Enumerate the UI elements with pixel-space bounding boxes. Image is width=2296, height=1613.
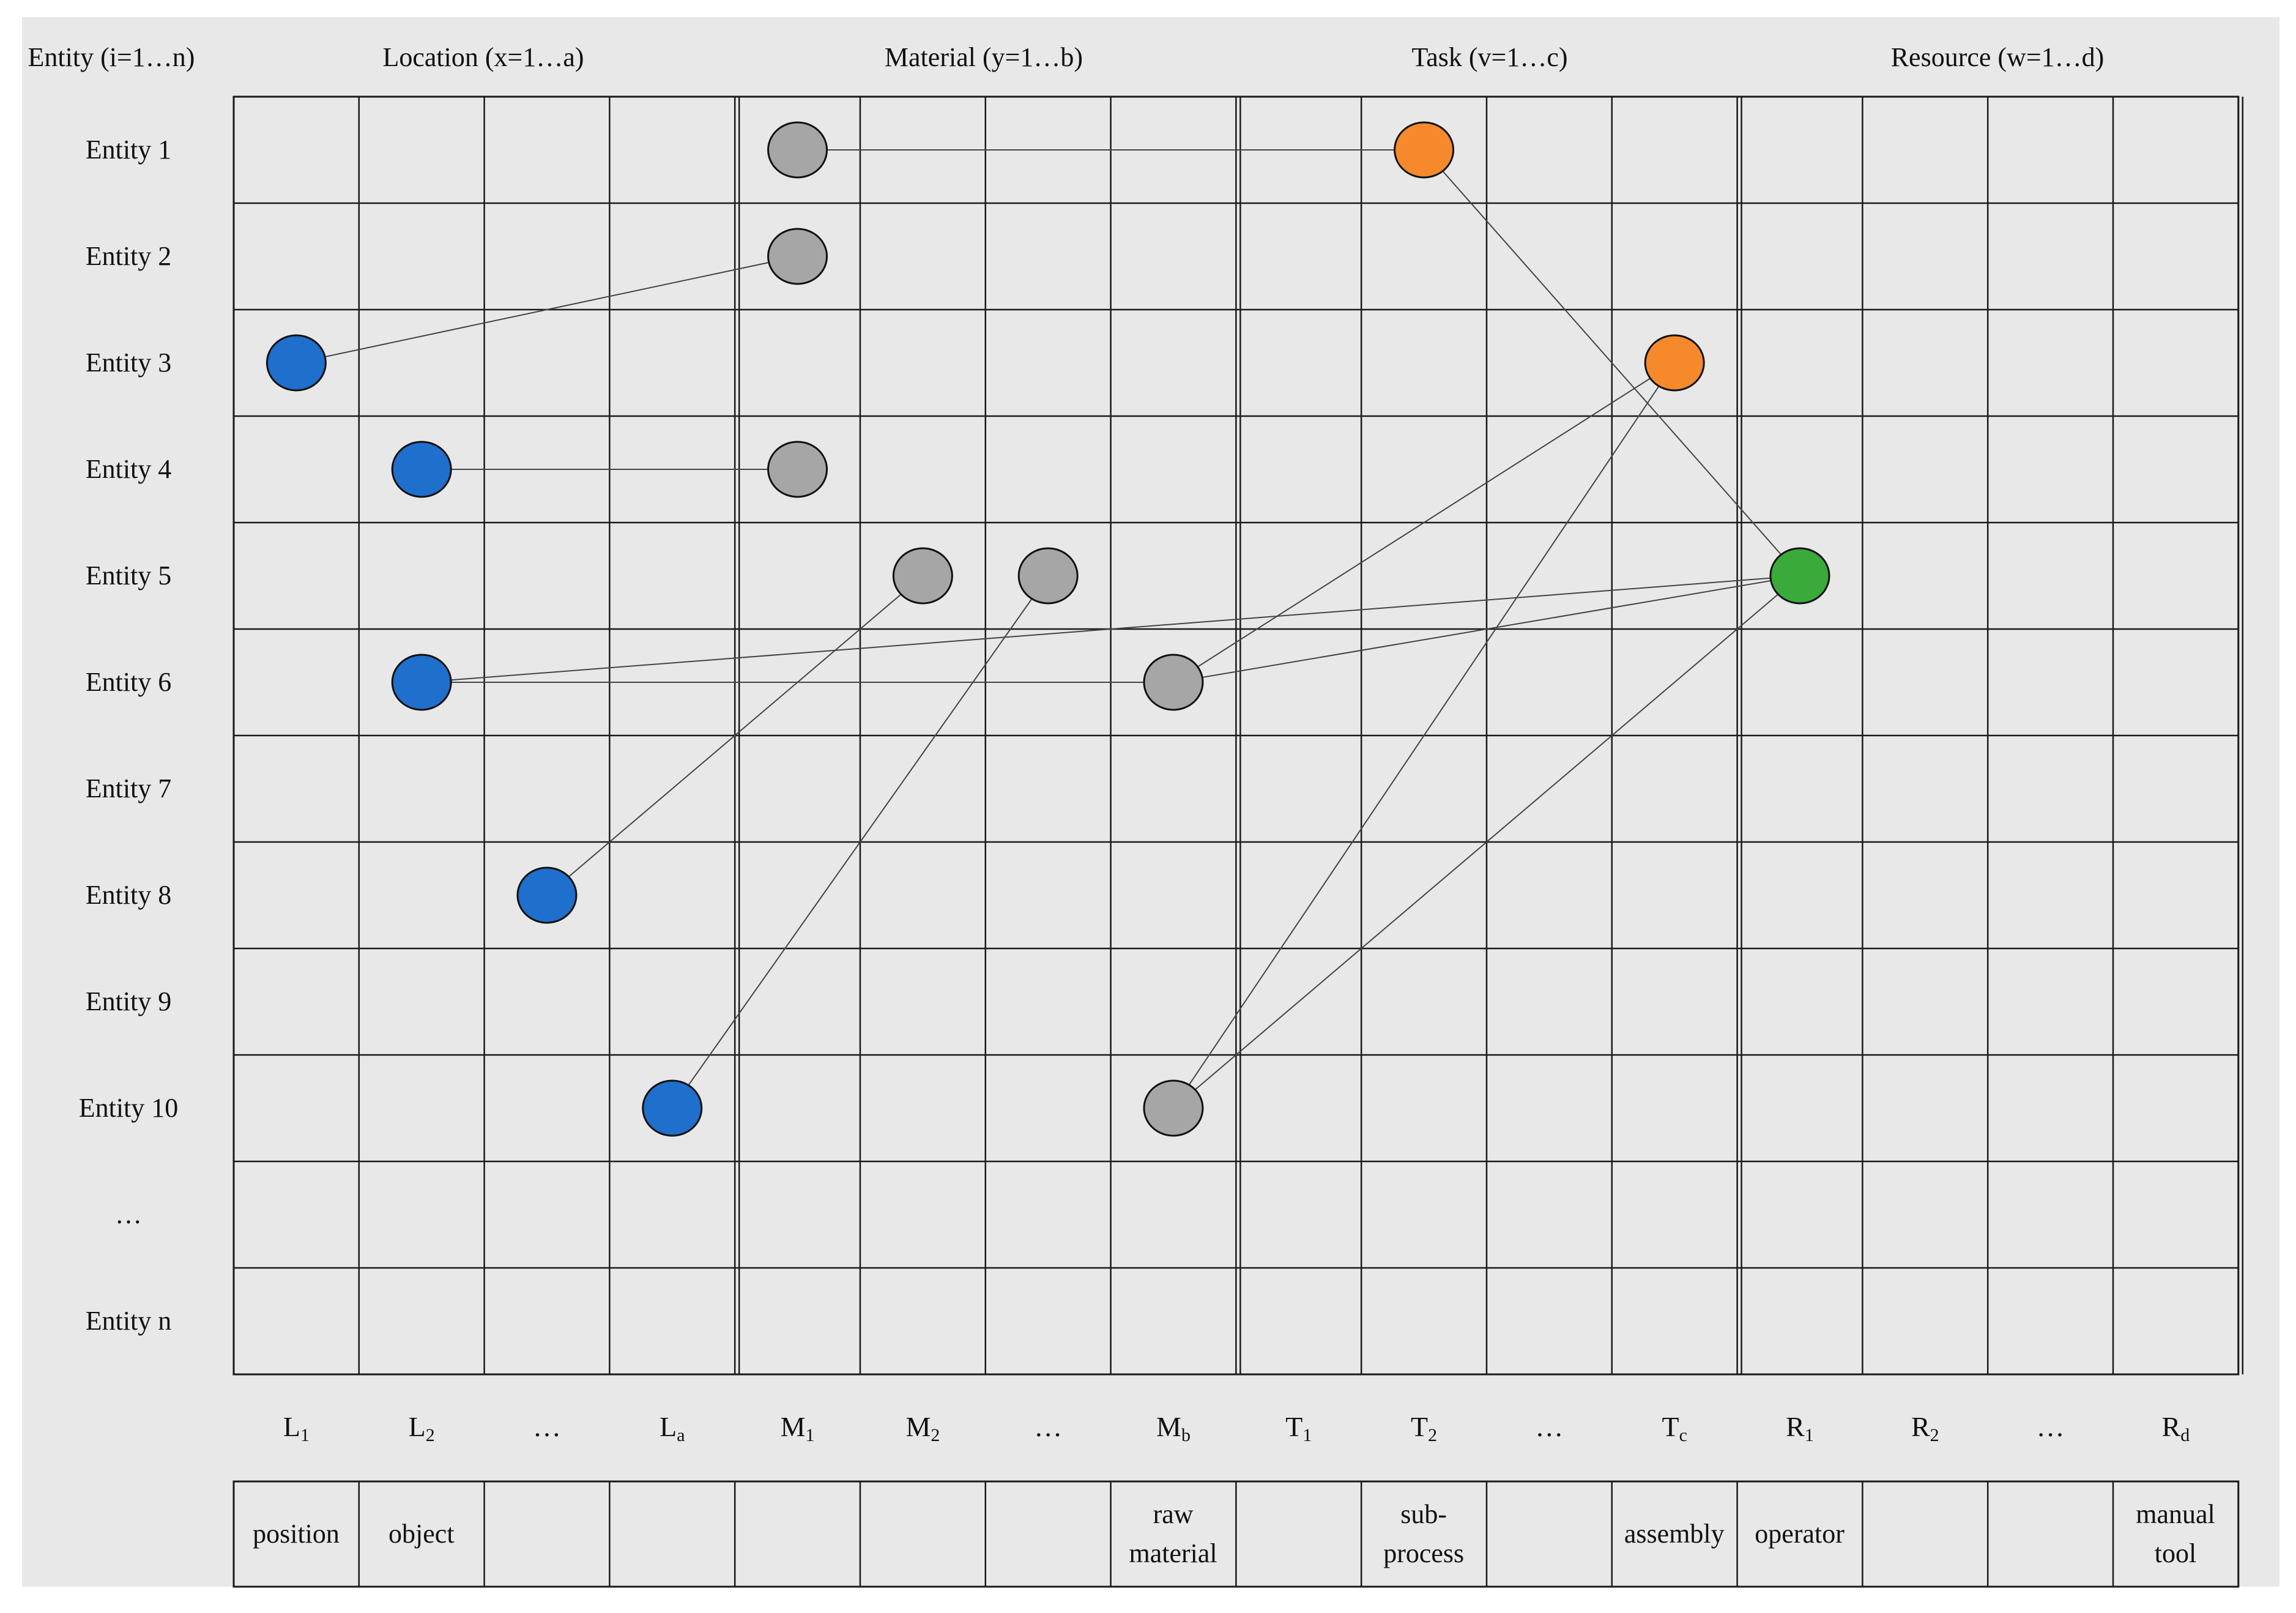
row-label: Entity 6	[85, 667, 172, 697]
column-code-subscript: b	[1181, 1425, 1191, 1445]
column-code-subscript: 1	[300, 1425, 310, 1445]
link-line	[296, 256, 798, 363]
column-type-label: raw material	[1129, 1499, 1217, 1568]
row-label: Entity 7	[85, 773, 172, 803]
link-line	[1423, 149, 1800, 576]
column-type-label: operator	[1755, 1519, 1845, 1549]
column-code: T2	[1363, 1410, 1485, 1446]
link-line	[1173, 575, 1800, 1109]
column-code-base: M	[780, 1411, 806, 1442]
nodes	[266, 121, 1830, 1137]
column-code-base: R	[1786, 1411, 1805, 1442]
column-code-subscript: 2	[1428, 1425, 1438, 1445]
column-code-base: …	[2036, 1411, 2065, 1442]
column-code-base: R	[1911, 1411, 1930, 1442]
column-code-subscript: c	[1679, 1425, 1687, 1445]
diagram-panel	[22, 17, 2279, 1587]
column-type-label: position	[253, 1519, 340, 1549]
row-label: Entity 3	[85, 348, 172, 378]
link-line	[1173, 362, 1675, 683]
location-node[interactable]	[391, 654, 452, 711]
material-header: Material (y=1…b)	[884, 42, 1083, 72]
column-code: …	[1989, 1410, 2112, 1443]
column-code-subscript: 2	[1930, 1425, 1939, 1445]
column-code-base: …	[1034, 1411, 1063, 1442]
material-node[interactable]	[767, 228, 828, 285]
column-code-base: L	[408, 1411, 426, 1442]
resource-node[interactable]	[1769, 547, 1830, 605]
location-node[interactable]	[642, 1079, 703, 1137]
column-code: L1	[235, 1410, 357, 1446]
column-code: R2	[1864, 1410, 1986, 1446]
column-code-base: L	[283, 1411, 300, 1442]
row-label: Entity 2	[85, 241, 172, 271]
row-label: Entity 1	[85, 135, 172, 165]
material-node[interactable]	[767, 441, 828, 498]
link-line	[1173, 362, 1676, 1109]
column-code-base: …	[1535, 1411, 1564, 1442]
column-code: M2	[861, 1410, 984, 1446]
column-code: Mb	[1112, 1410, 1235, 1446]
column-code: L2	[360, 1410, 483, 1446]
row-label: Entity 10	[78, 1093, 179, 1123]
location-node[interactable]	[516, 866, 578, 924]
column-type-label: assembly	[1624, 1519, 1725, 1549]
material-node[interactable]	[892, 547, 953, 605]
material-node[interactable]	[1017, 547, 1079, 605]
column-type-label: sub-process	[1383, 1499, 1465, 1568]
column-type-label: object	[388, 1519, 455, 1549]
column-code-subscript: a	[677, 1425, 685, 1445]
column-code-base: T	[1285, 1411, 1303, 1442]
task-header: Task (v=1…c)	[1411, 42, 1568, 72]
column-code-base: R	[2161, 1411, 2181, 1442]
row-label: Entity 9	[85, 986, 172, 1016]
column-code-base: T	[1662, 1411, 1679, 1442]
column-code: Tc	[1613, 1410, 1736, 1446]
column-code-base: T	[1411, 1411, 1428, 1442]
column-code: M1	[737, 1410, 859, 1446]
link-line	[671, 575, 1049, 1109]
column-code: …	[486, 1410, 608, 1443]
task-node[interactable]	[1644, 334, 1705, 392]
task-node[interactable]	[1394, 121, 1455, 179]
column-code: T1	[1238, 1410, 1360, 1446]
row-label: …	[115, 1199, 142, 1229]
column-code: Rd	[2114, 1410, 2237, 1446]
column-code-base: …	[533, 1411, 561, 1442]
column-code: …	[987, 1410, 1109, 1443]
material-node[interactable]	[767, 121, 828, 179]
location-node[interactable]	[266, 334, 327, 392]
row-label: Entity 5	[85, 561, 172, 590]
location-header: Location (x=1…a)	[382, 42, 584, 72]
link-line	[422, 575, 1800, 683]
link-line	[546, 575, 924, 896]
entity-header: Entity (i=1…n)	[28, 42, 195, 72]
row-label: Entity 4	[85, 454, 172, 484]
links	[296, 149, 1800, 1109]
column-code-subscript: 1	[1302, 1425, 1312, 1445]
column-code-base: M	[905, 1411, 931, 1442]
column-type-label: manual tool	[2136, 1499, 2215, 1568]
column-code-base: L	[659, 1411, 677, 1442]
material-node[interactable]	[1143, 1079, 1204, 1137]
column-code-subscript: 2	[931, 1425, 940, 1445]
link-line	[1173, 575, 1800, 683]
column-code-subscript: 1	[1804, 1425, 1814, 1445]
column-code-subscript: 1	[805, 1425, 815, 1445]
row-label: Entity n	[85, 1306, 172, 1336]
material-node[interactable]	[1143, 654, 1204, 711]
column-code-subscript: 2	[425, 1425, 435, 1445]
column-code: …	[1488, 1410, 1610, 1443]
row-label: Entity 8	[85, 880, 172, 910]
column-code: R1	[1739, 1410, 1861, 1446]
resource-header: Resource (w=1…d)	[1890, 42, 2105, 72]
column-code-base: M	[1156, 1411, 1181, 1442]
column-code-subscript: d	[2180, 1425, 2190, 1445]
column-code: La	[611, 1410, 734, 1446]
location-node[interactable]	[391, 441, 452, 498]
